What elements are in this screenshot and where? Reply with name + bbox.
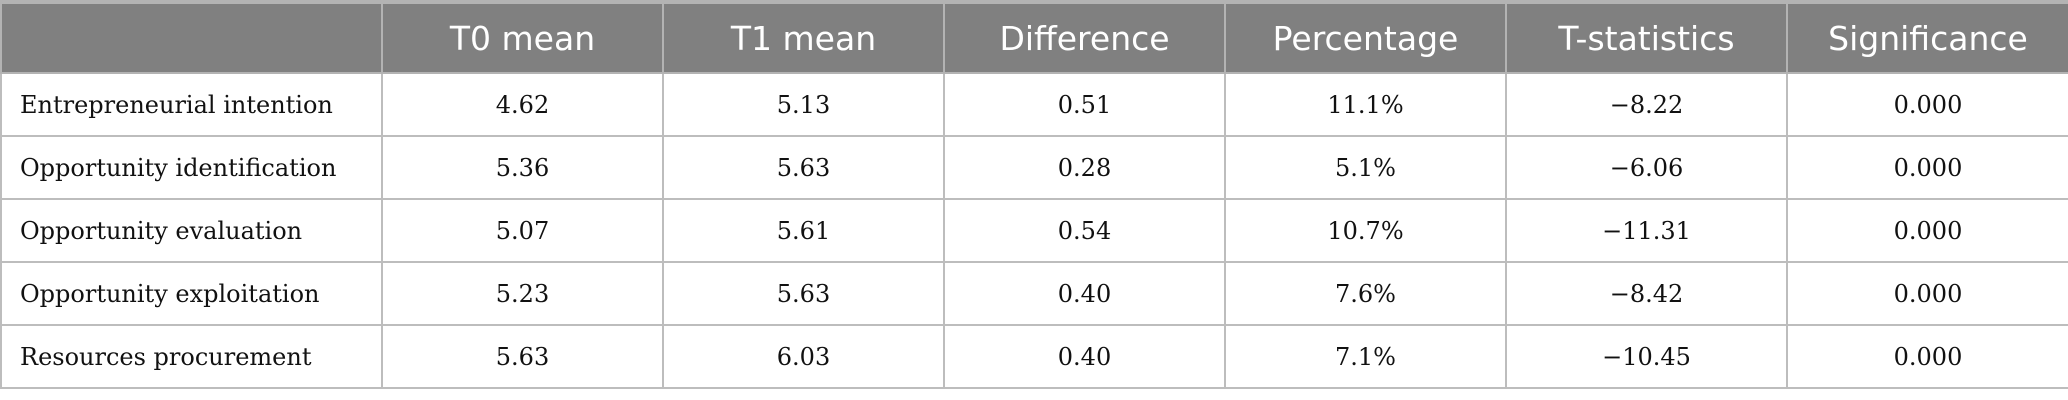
cell-t-statistics: −11.31	[1505, 198, 1788, 263]
row-label: Entrepreneurial intention	[0, 72, 383, 137]
cell-difference: 0.51	[943, 72, 1226, 137]
cell-significance: 0.000	[1786, 72, 2068, 137]
cell-t0-mean: 5.23	[381, 261, 664, 326]
cell-t1-mean: 5.13	[662, 72, 945, 137]
row-label: Opportunity identification	[0, 135, 383, 200]
cell-significance: 0.000	[1786, 135, 2068, 200]
header-cell-difference: Difference	[943, 0, 1226, 74]
row-label: Opportunity evaluation	[0, 198, 383, 263]
cell-difference: 0.40	[943, 261, 1226, 326]
cell-difference: 0.28	[943, 135, 1226, 200]
cell-t-statistics: −6.06	[1505, 135, 1788, 200]
header-cell-significance: Significance	[1786, 0, 2068, 74]
cell-t1-mean: 6.03	[662, 324, 945, 389]
header-cell-blank	[0, 0, 383, 74]
cell-difference: 0.40	[943, 324, 1226, 389]
table-row: Resources procurement 5.63 6.03 0.40 7.1…	[0, 324, 2068, 389]
header-cell-t0-mean: T0 mean	[381, 0, 664, 74]
header-cell-percentage: Percentage	[1224, 0, 1507, 74]
cell-percentage: 7.1%	[1224, 324, 1507, 389]
header-row: T0 mean T1 mean Difference Percentage T-…	[0, 0, 2068, 74]
cell-percentage: 5.1%	[1224, 135, 1507, 200]
cell-significance: 0.000	[1786, 324, 2068, 389]
table-row: Opportunity exploitation 5.23 5.63 0.40 …	[0, 261, 2068, 326]
cell-percentage: 10.7%	[1224, 198, 1507, 263]
cell-t1-mean: 5.63	[662, 261, 945, 326]
cell-t0-mean: 5.07	[381, 198, 664, 263]
row-label: Resources procurement	[0, 324, 383, 389]
cell-percentage: 7.6%	[1224, 261, 1507, 326]
cell-t1-mean: 5.63	[662, 135, 945, 200]
cell-t0-mean: 4.62	[381, 72, 664, 137]
cell-t0-mean: 5.63	[381, 324, 664, 389]
cell-t0-mean: 5.36	[381, 135, 664, 200]
cell-t-statistics: −8.22	[1505, 72, 1788, 137]
table-row: Entrepreneurial intention 4.62 5.13 0.51…	[0, 72, 2068, 137]
cell-difference: 0.54	[943, 198, 1226, 263]
cell-significance: 0.000	[1786, 261, 2068, 326]
table-row: Opportunity identification 5.36 5.63 0.2…	[0, 135, 2068, 200]
cell-percentage: 11.1%	[1224, 72, 1507, 137]
results-table: T0 mean T1 mean Difference Percentage T-…	[0, 0, 2068, 389]
table-row: Opportunity evaluation 5.07 5.61 0.54 10…	[0, 198, 2068, 263]
header-cell-t-statistics: T-statistics	[1505, 0, 1788, 74]
cell-t1-mean: 5.61	[662, 198, 945, 263]
results-table-container: T0 mean T1 mean Difference Percentage T-…	[0, 0, 2068, 389]
cell-significance: 0.000	[1786, 198, 2068, 263]
header-cell-t1-mean: T1 mean	[662, 0, 945, 74]
cell-t-statistics: −10.45	[1505, 324, 1788, 389]
cell-t-statistics: −8.42	[1505, 261, 1788, 326]
row-label: Opportunity exploitation	[0, 261, 383, 326]
